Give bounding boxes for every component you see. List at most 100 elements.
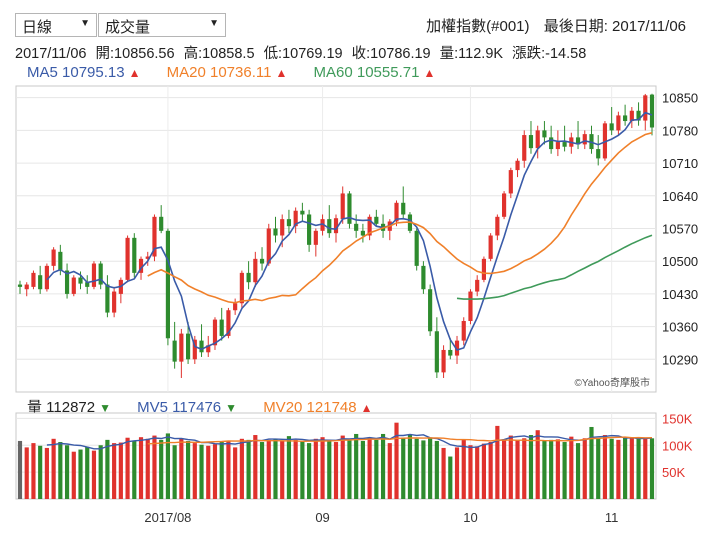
candle-body <box>555 142 560 150</box>
volume-bar <box>239 438 244 499</box>
candle-body <box>649 94 655 128</box>
candle-body <box>461 320 466 341</box>
volume-bar <box>98 445 103 499</box>
volume-bar <box>569 436 574 499</box>
volume-bar <box>522 438 527 499</box>
volume-bar <box>179 438 184 499</box>
volume-bar <box>649 438 655 499</box>
volume-bar <box>401 437 406 499</box>
candle-body <box>91 263 97 287</box>
candle-body <box>98 263 103 285</box>
candle-body <box>31 272 36 287</box>
volume-bar <box>394 422 399 499</box>
volume-bar <box>421 440 426 499</box>
mv5-legend: MV5 117476 ▼ <box>137 399 237 416</box>
volume-bar <box>78 449 83 499</box>
volume-bar <box>159 439 164 499</box>
triangle-down-icon: ▼ <box>225 401 238 415</box>
volume-bar <box>172 445 177 499</box>
volume-bar <box>71 451 76 499</box>
candle-body <box>145 256 150 259</box>
candle-body <box>17 284 23 287</box>
volume-bar <box>58 442 63 499</box>
candle-body <box>374 216 379 224</box>
volume-bar <box>475 446 480 499</box>
candle-body <box>434 331 439 373</box>
candle-body <box>401 202 406 215</box>
candle-body <box>24 284 29 290</box>
vol-value: 量 112872 <box>27 399 96 416</box>
price-tick-label: 10640 <box>662 189 698 204</box>
candle-body <box>219 319 224 336</box>
volume-bar <box>428 437 433 499</box>
x-tick-label: 11 <box>605 510 619 525</box>
candle-body <box>206 345 211 353</box>
candle-body <box>138 258 144 273</box>
volume-legend: 量 112872 ▼ MV5 117476 ▼ MV20 121748 ▲ <box>27 396 394 417</box>
candle-body <box>58 251 63 271</box>
candle-body <box>394 202 399 222</box>
volume-bar <box>602 435 608 499</box>
candle-body <box>502 193 507 217</box>
candle-body <box>623 115 628 122</box>
volume-bar <box>629 437 634 499</box>
volume-bar <box>246 439 251 499</box>
candle-body <box>71 277 76 294</box>
volume-bar <box>24 447 29 499</box>
candle-body <box>454 340 460 356</box>
ma5-value: MA5 10795.13 <box>27 64 125 81</box>
candle-body <box>233 303 238 311</box>
candle-body <box>340 193 345 220</box>
volume-bar <box>616 439 621 499</box>
candle-body <box>212 319 218 346</box>
candle-body <box>186 333 191 360</box>
price-tick-label: 10850 <box>662 91 698 106</box>
price-tick-label: 10360 <box>662 320 698 335</box>
candle-body <box>616 115 621 131</box>
price-tick-label: 10780 <box>662 123 698 138</box>
candle-body <box>246 272 251 283</box>
candle-body <box>562 142 567 147</box>
volume-bar <box>562 442 567 499</box>
volume-bar <box>85 446 90 499</box>
candle-body <box>367 216 372 236</box>
candle-body <box>575 137 581 145</box>
candle-body <box>596 149 601 159</box>
volume-bar <box>360 440 365 499</box>
candle-body <box>85 282 90 287</box>
candle-body <box>441 349 446 373</box>
candle-body <box>602 123 608 159</box>
info-change: 漲跌:-14.58 <box>512 46 587 62</box>
period-select-value: 日線 <box>22 19 53 36</box>
candle-body <box>286 219 292 227</box>
volume-bar <box>226 440 231 499</box>
volume-bar <box>286 436 292 499</box>
volume-bar <box>165 433 170 499</box>
period-select[interactable]: 日線 ▼ <box>15 13 97 37</box>
candle-body <box>360 230 365 236</box>
ma5-line <box>46 111 653 351</box>
x-tick-label: 2017/08 <box>144 510 191 525</box>
candle-body <box>333 218 339 234</box>
volume-bar <box>31 443 36 499</box>
candle-body <box>159 216 164 231</box>
volume-bar <box>468 445 473 499</box>
volume-bar <box>212 444 218 499</box>
indicator-select[interactable]: 成交量 ▼ <box>98 13 226 37</box>
indicator-select-value: 成交量 <box>105 19 151 36</box>
candle-body <box>414 230 419 266</box>
candle-body <box>266 228 271 264</box>
ma5-legend: MA5 10795.13 ▲ <box>27 64 140 81</box>
candle-body <box>307 214 312 245</box>
candle-body <box>528 135 534 149</box>
volume-bar <box>488 442 493 499</box>
info-high: 高:10858.5 <box>183 46 255 62</box>
volume-bar <box>528 435 534 499</box>
volume-bar <box>273 438 278 499</box>
volume-bar <box>266 439 271 499</box>
volume-bar <box>280 440 285 499</box>
volume-bar <box>340 435 345 499</box>
candle-body <box>609 123 614 131</box>
mv5-line <box>46 433 653 450</box>
chevron-down-icon: ▼ <box>80 18 90 29</box>
